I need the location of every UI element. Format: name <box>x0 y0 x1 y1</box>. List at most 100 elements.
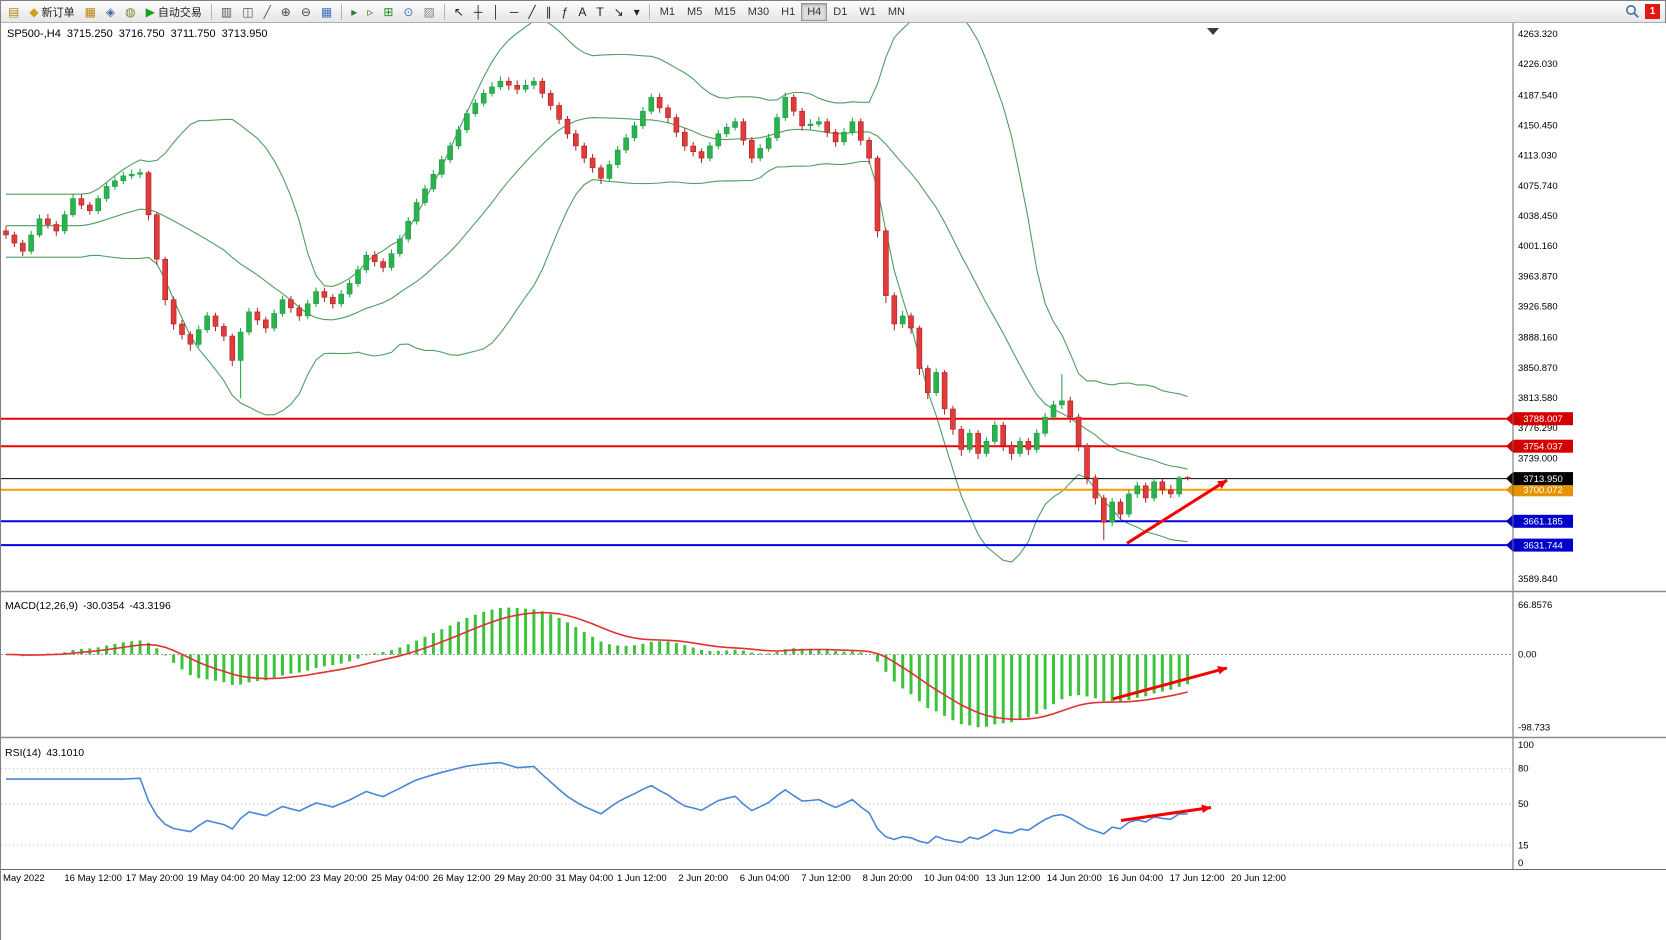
price-badge-pointer <box>1506 412 1513 426</box>
new-order-button[interactable]: ◆ 新订单 <box>24 2 79 22</box>
label-button[interactable]: T <box>591 2 608 22</box>
candle-body <box>371 254 378 262</box>
time-axis-label: 31 May 04:00 <box>556 873 614 884</box>
candle-body <box>924 368 931 394</box>
price-badge[interactable] <box>1513 514 1573 528</box>
rsi-scale-label: 100 <box>1518 740 1534 751</box>
timeframe-mn-button[interactable]: MN <box>882 3 911 21</box>
horizontal-line-button[interactable]: ─ <box>505 2 524 22</box>
tools-dropdown[interactable]: ▾ <box>629 2 645 22</box>
candle-body <box>732 121 738 128</box>
candle-body <box>916 327 923 369</box>
price-badge[interactable] <box>1513 472 1573 486</box>
auto-scroll-button[interactable]: ▸ <box>346 2 362 22</box>
price-badge[interactable] <box>1513 439 1573 453</box>
bar-chart-button[interactable]: ▥ <box>216 2 237 22</box>
trend-arrow[interactable] <box>1112 666 1228 701</box>
candle-body <box>296 307 303 317</box>
price-badge-label: 3713.950 <box>1523 474 1563 485</box>
cursor-button[interactable]: ↖ <box>449 2 469 22</box>
candlestick-chart-button[interactable]: ◫ <box>237 2 258 22</box>
terminal-button[interactable]: ◍ <box>120 2 140 22</box>
market-watch-button[interactable]: ▦ <box>80 2 101 22</box>
line-chart-button[interactable]: ╱ <box>259 2 276 22</box>
candle-body <box>254 311 261 321</box>
candle-body <box>950 408 956 430</box>
fibonacci-button[interactable]: ƒ <box>557 2 574 22</box>
price-tick-label: 4187.540 <box>1518 90 1558 101</box>
candle-body <box>614 149 621 165</box>
timeframe-h4-button[interactable]: H4 <box>801 2 828 21</box>
timeframe-m15-button[interactable]: M15 <box>708 3 741 21</box>
tile-windows-button[interactable]: ▦ <box>316 2 337 22</box>
trend-arrow-head <box>1217 480 1227 489</box>
candle-body <box>673 117 680 133</box>
candle-body <box>598 167 604 179</box>
arrows-tool-button[interactable]: ↘ <box>609 2 629 22</box>
price-badge[interactable] <box>1513 538 1573 552</box>
timeframe-m30-button[interactable]: M30 <box>742 3 775 21</box>
text-button[interactable]: A <box>573 2 591 22</box>
candle-body <box>707 145 713 159</box>
vertical-line-icon: │ <box>492 4 500 19</box>
zoom-in-button[interactable]: ⊕ <box>276 2 296 22</box>
price-tick-label: 3589.840 <box>1518 574 1558 585</box>
candle-body <box>698 151 705 159</box>
candle-body <box>1159 481 1166 491</box>
chart-canvas[interactable]: 4263.320 4226.030 4187.540 4150.450 4113.030… <box>1 23 1666 940</box>
search-icon[interactable] <box>1625 4 1640 19</box>
time-axis-label: 7 Jun 12:00 <box>801 873 851 884</box>
templates-button[interactable]: ▨ <box>418 2 439 22</box>
channel-button[interactable]: ∥ <box>541 2 557 22</box>
chart-area[interactable]: 4263.320 4226.030 4187.540 4150.450 4113.030… <box>1 23 1666 940</box>
candle-body <box>304 303 311 317</box>
time-axis-label: 17 May 20:00 <box>126 873 184 884</box>
rsi-panel-plot[interactable] <box>1 761 1513 846</box>
candle-body <box>514 84 521 90</box>
candle-body <box>874 157 881 232</box>
price-badge[interactable] <box>1513 412 1573 426</box>
time-axis-label: 23 May 20:00 <box>310 873 368 884</box>
new-chart-button[interactable]: ▤ <box>3 2 24 22</box>
macd-panel-plot[interactable] <box>1 607 1513 728</box>
main-chart-plot[interactable] <box>1 23 1513 563</box>
trend-arrow[interactable] <box>1120 806 1212 822</box>
indicators-button[interactable]: ⊞ <box>378 2 398 22</box>
timeframe-h1-button[interactable]: H1 <box>775 3 801 21</box>
chart-shift-marker[interactable] <box>1207 28 1219 35</box>
candle-body <box>656 97 663 109</box>
candle-body <box>480 93 487 104</box>
time-axis-label: 10 Jun 04:00 <box>924 873 979 884</box>
timeframe-w1-button[interactable]: W1 <box>853 3 882 21</box>
candle-body <box>606 164 613 179</box>
trend-arrow[interactable] <box>1126 478 1228 545</box>
time-axis-label: 8 Jun 20:00 <box>863 873 913 884</box>
trend-arrow-head <box>1201 804 1211 814</box>
auto-trading-button[interactable]: ▶ 自动交易 <box>141 2 207 22</box>
periods-button[interactable]: ⊙ <box>398 2 418 22</box>
timeframe-m1-button[interactable]: M1 <box>654 3 681 21</box>
candle-body <box>1151 481 1157 499</box>
candle-body <box>137 172 143 175</box>
crosshair-button[interactable]: ┼ <box>469 2 488 22</box>
price-badge[interactable] <box>1513 483 1573 497</box>
vertical-line-button[interactable]: │ <box>487 2 505 22</box>
timeframe-m5-button[interactable]: M5 <box>681 3 708 21</box>
timeframe-d1-button[interactable]: D1 <box>827 3 853 21</box>
zoom-out-button[interactable]: ⊖ <box>296 2 316 22</box>
candle-body <box>262 319 269 329</box>
trendline-button[interactable]: ╱ <box>523 2 540 22</box>
chart-shift-button[interactable]: ▹ <box>362 2 378 22</box>
candle-body <box>564 119 571 135</box>
templates-icon: ▨ <box>423 4 435 19</box>
bollinger-lower-band <box>6 160 1188 563</box>
candle-body <box>430 174 437 190</box>
candle-body <box>857 121 864 141</box>
candle-body <box>899 315 906 325</box>
navigator-button[interactable]: ◈ <box>101 2 120 22</box>
notification-badge[interactable]: 1 <box>1645 4 1660 19</box>
candle-body <box>388 253 395 268</box>
candle-body <box>455 129 462 147</box>
candle-body <box>765 137 772 149</box>
